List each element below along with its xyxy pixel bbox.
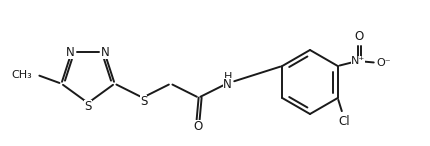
Text: Cl: Cl <box>338 114 350 127</box>
Text: N: N <box>223 78 232 91</box>
Text: O: O <box>354 31 363 44</box>
Text: O⁻: O⁻ <box>376 58 391 68</box>
Text: CH₃: CH₃ <box>12 70 32 80</box>
Text: N: N <box>101 46 110 59</box>
Text: S: S <box>140 95 147 108</box>
Text: S: S <box>84 100 92 113</box>
Text: O: O <box>193 120 202 133</box>
Text: N⁺: N⁺ <box>350 56 365 66</box>
Text: N: N <box>66 46 75 59</box>
Text: H: H <box>224 72 232 82</box>
